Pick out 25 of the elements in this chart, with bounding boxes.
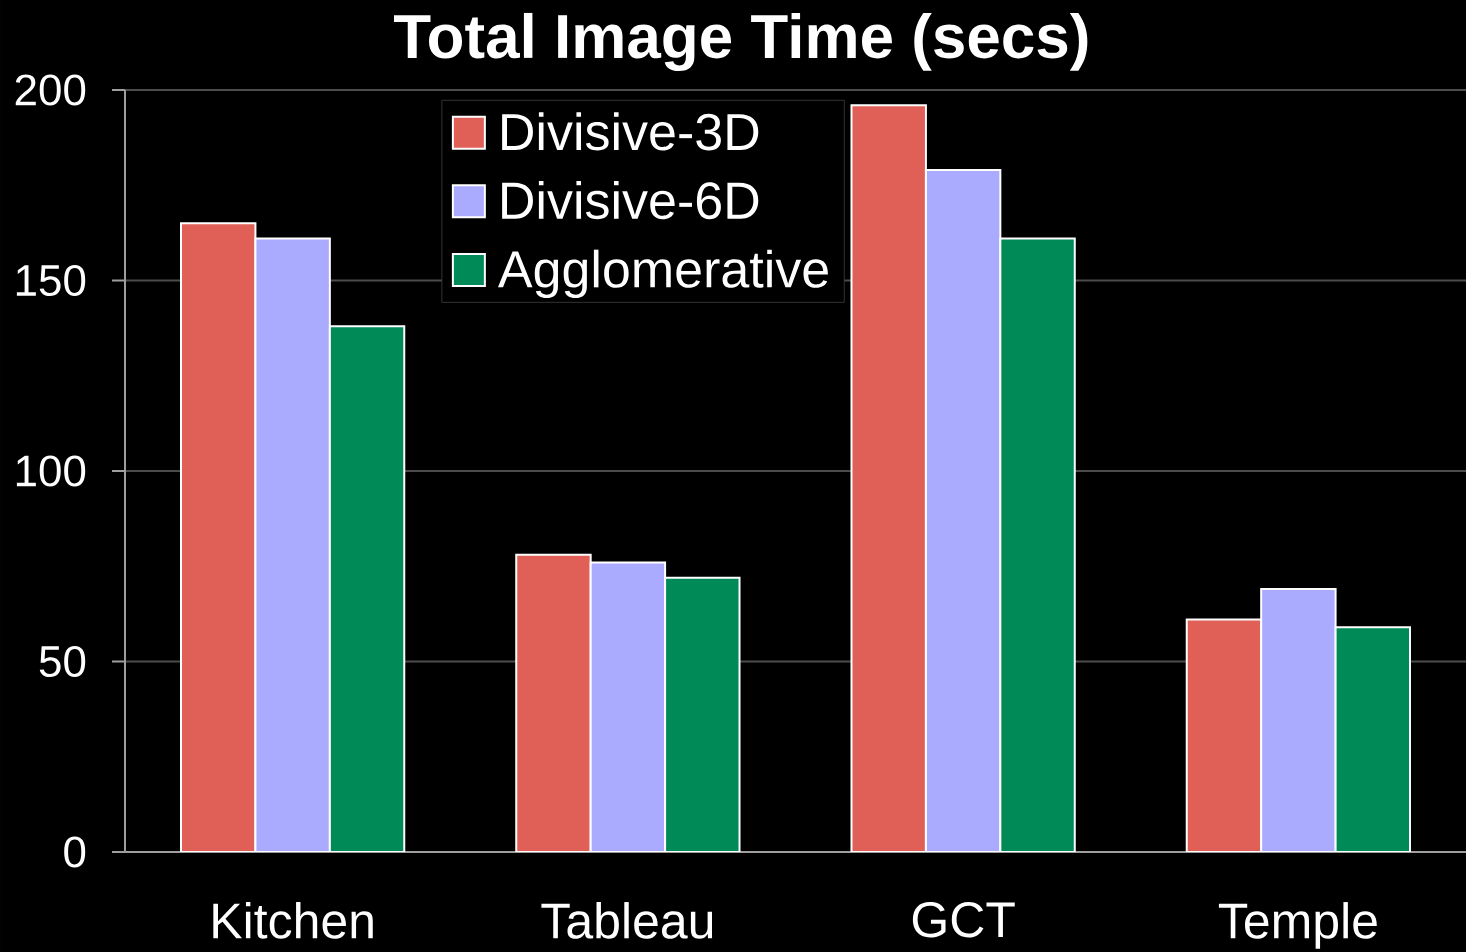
x-tick-label: Temple	[1218, 902, 1377, 949]
y-tick-label: 200	[15, 74, 86, 106]
bar	[850, 104, 927, 852]
bar	[1185, 618, 1263, 852]
bar	[999, 237, 1076, 852]
x-tick-label: GCT	[912, 902, 1015, 938]
bar	[180, 222, 257, 852]
legend-label: Divisive-3D	[502, 112, 759, 151]
chart-title: Total Image Time (secs)	[393, 12, 1088, 72]
bar	[589, 561, 667, 852]
legend-label: Divisive-6D	[502, 180, 759, 220]
legend-label: Agglomerative	[497, 249, 828, 299]
y-tick-label: 150	[16, 264, 86, 297]
bar	[1260, 588, 1337, 852]
y-tick-label: 0	[64, 836, 86, 868]
bar	[328, 325, 406, 852]
bar	[1334, 626, 1412, 852]
bar	[924, 168, 1002, 852]
bar	[254, 237, 331, 852]
x-tick-label: Tableau	[541, 902, 713, 939]
bar	[664, 576, 741, 852]
bar	[515, 553, 592, 852]
x-tick-label: Kitchen	[213, 902, 373, 939]
y-tick-label: 100	[16, 455, 86, 487]
y-tick-label: 50	[39, 645, 86, 678]
